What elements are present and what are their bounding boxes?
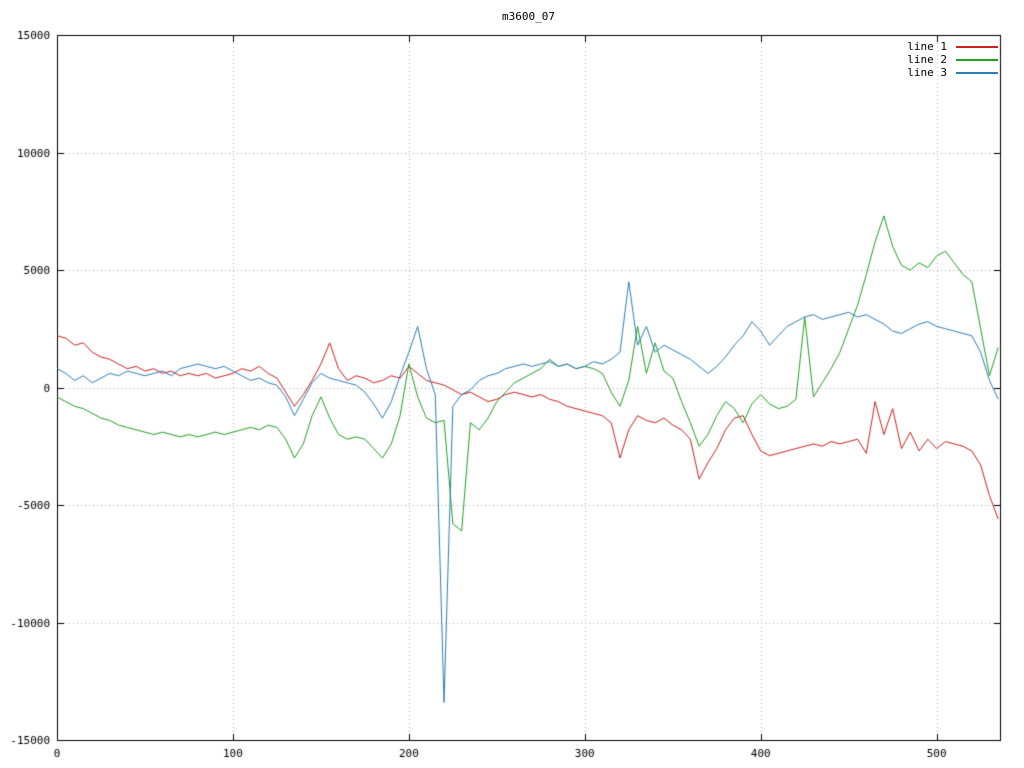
legend-item: line 2: [907, 53, 998, 66]
legend-item: line 1: [907, 40, 998, 53]
legend-label: line 1: [907, 40, 947, 53]
legend-line-sample: [956, 58, 998, 61]
chart-title: m3600_07: [502, 10, 555, 23]
legend-line-sample: [956, 45, 998, 48]
legend: line 1 line 2 line 3: [907, 40, 998, 79]
legend-line-sample: [956, 71, 998, 74]
legend-item: line 3: [907, 66, 998, 79]
legend-label: line 3: [907, 66, 947, 79]
legend-label: line 2: [907, 53, 947, 66]
